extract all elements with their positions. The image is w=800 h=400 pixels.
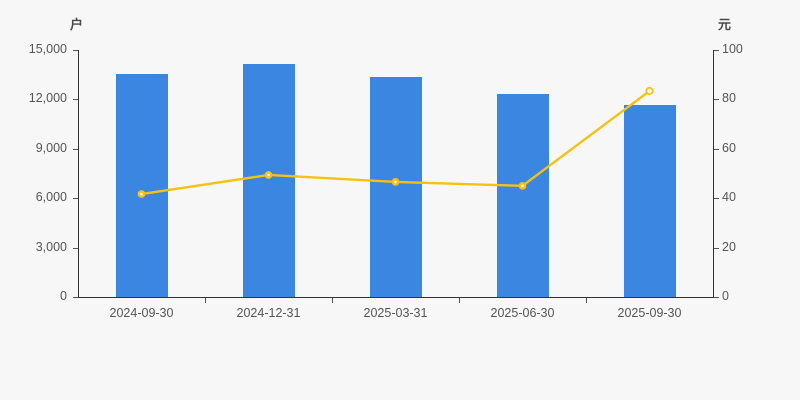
bar <box>496 93 549 297</box>
bar <box>369 77 422 297</box>
left-tick-mark <box>73 198 78 200</box>
left-tick-label: 9,000 <box>35 140 67 155</box>
bar <box>242 64 295 297</box>
left-tick-label: 15,000 <box>28 42 67 56</box>
left-tick-mark <box>73 50 78 51</box>
x-tick-mark <box>205 298 206 303</box>
right-tick-label: 40 <box>722 190 736 205</box>
right-tick-label: 0 <box>722 289 729 303</box>
left-tick-mark <box>73 297 78 298</box>
right-tick-label: 100 <box>722 42 743 56</box>
right-tick-mark <box>714 297 719 298</box>
left-tick-label: 6,000 <box>35 190 67 205</box>
x-axis-label: 2025-09-30 <box>617 306 682 320</box>
bar-series <box>78 50 714 297</box>
x-axis-label: 2024-12-31 <box>236 306 301 320</box>
bar <box>115 74 168 297</box>
left-tick-label: 0 <box>60 289 67 303</box>
left-axis-spine <box>78 50 79 297</box>
left-tick-mark <box>73 247 78 249</box>
left-tick-label: 3,000 <box>35 239 67 254</box>
right-tick-mark <box>714 50 719 51</box>
x-tick-mark <box>332 298 333 303</box>
x-axis-spine <box>78 297 714 298</box>
left-tick-label: 12,000 <box>28 91 67 106</box>
right-axis-unit-label: 元 <box>718 17 732 32</box>
right-tick-label: 60 <box>722 140 736 155</box>
right-axis-spine <box>713 50 714 297</box>
right-tick-mark <box>714 148 719 150</box>
x-axis-label: 2025-03-31 <box>363 306 428 320</box>
right-tick-label: 80 <box>722 91 736 106</box>
x-axis-label: 2025-06-30 <box>490 306 555 320</box>
right-tick-mark <box>714 247 719 249</box>
left-tick-mark <box>73 99 78 101</box>
right-tick-label: 20 <box>722 239 736 254</box>
bar <box>623 105 676 297</box>
x-tick-mark <box>459 298 460 303</box>
right-tick-mark <box>714 99 719 101</box>
left-axis-unit-label: 户 <box>70 17 84 32</box>
left-tick-mark <box>73 148 78 150</box>
x-axis-label: 2024-09-30 <box>109 306 174 320</box>
x-tick-mark <box>586 298 587 303</box>
right-tick-mark <box>714 198 719 200</box>
